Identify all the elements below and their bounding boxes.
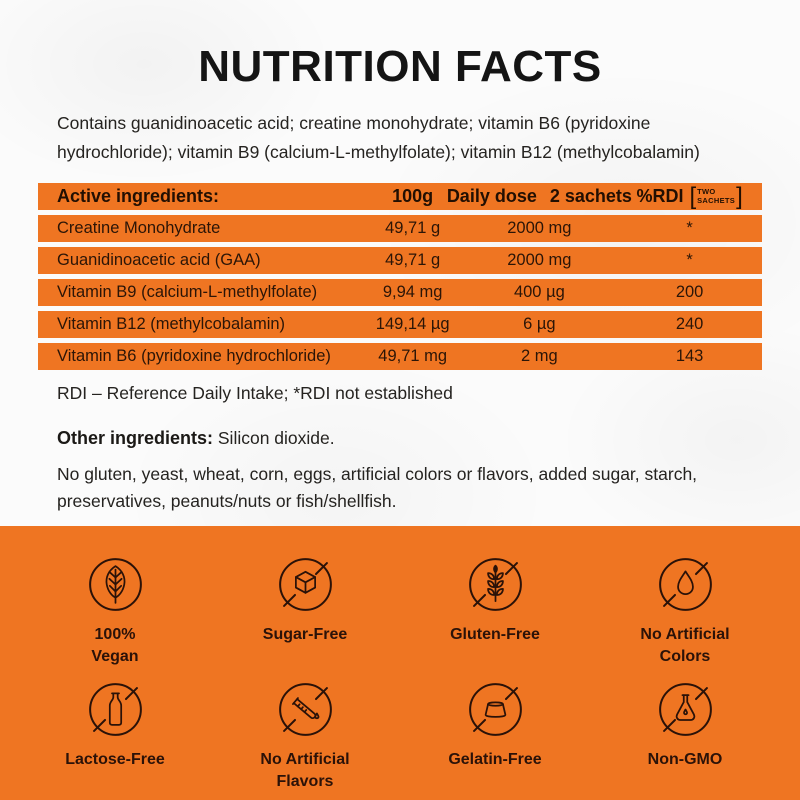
ingredient-daily-dose: 400 µg <box>513 283 565 302</box>
ingredient-daily-dose: 2000 mg <box>507 251 572 270</box>
active-ingredients-table: Active ingredients: 100g Daily dose 2 sa… <box>38 182 762 371</box>
badge-sugar-free: Sugar-Free <box>210 553 400 668</box>
ingredient-per-100g: 49,71 mg <box>378 347 448 366</box>
ingredient-rdi: 143 <box>675 347 704 366</box>
badge-label: No Artificial Flavors <box>260 751 350 790</box>
ingredient-name: Guanidinoacetic acid (GAA) <box>57 251 261 270</box>
bracket-text: TWO SACHETS <box>697 187 736 205</box>
ingredient-daily-dose: 6 µg <box>523 315 556 334</box>
ingredient-rdi: 240 <box>675 315 704 334</box>
feature-badge-band: 100% Vegan Sugar-Free <box>0 526 800 800</box>
header-rdi-bracket: [ TWO SACHETS ] <box>689 182 743 210</box>
table-row: Vitamin B9 (calcium-L-methylfolate) 9,94… <box>38 279 762 307</box>
ingredient-daily-dose: 2 mg <box>521 347 558 366</box>
header-daily-dose-label: Daily dose <box>446 186 537 207</box>
ingredient-name: Vitamin B9 (calcium-L-methylfolate) <box>57 283 318 302</box>
ingredient-name: Vitamin B12 (methylcobalamin) <box>57 315 286 334</box>
badge-lactose-free: Lactose-Free <box>20 678 210 793</box>
other-ingredients-label: Other ingredients: <box>57 428 214 449</box>
table-row: Guanidinoacetic acid (GAA) 49,71 g 2000 … <box>38 247 762 275</box>
ingredient-per-100g: 149,14 µg <box>375 315 450 334</box>
ingredient-rdi: 200 <box>675 283 704 302</box>
header-2-sachets-label: 2 sachets <box>549 186 632 207</box>
ingredient-name: Vitamin B6 (pyridoxine hydrochloride) <box>57 347 331 366</box>
header-active-ingredients: Active ingredients: <box>57 186 220 207</box>
badge-label: Sugar-Free <box>262 626 348 643</box>
gelatin-icon <box>468 683 522 736</box>
flask-icon <box>658 683 712 736</box>
badge-label: Gluten-Free <box>450 626 540 643</box>
droplet-icon <box>658 558 712 611</box>
milk-bottle-icon <box>88 683 142 736</box>
bracket-close: ] <box>736 182 743 210</box>
ingredient-per-100g: 49,71 g <box>385 251 441 270</box>
badge-label: No Artificial Colors <box>640 626 730 665</box>
ingredient-name: Creatine Monohydrate <box>57 219 221 238</box>
badge-no-artificial-colors: No Artificial Colors <box>590 553 780 668</box>
other-ingredients-line: Other ingredients: Silicon dioxide. <box>57 428 762 449</box>
header-100g: 100g <box>392 186 434 207</box>
ingredient-per-100g: 49,71 g <box>385 219 441 238</box>
table-row: Creatine Monohydrate 49,71 g 2000 mg * <box>38 215 762 243</box>
contains-statement: Contains guanidinoacetic acid; creatine … <box>57 113 700 162</box>
ingredient-daily-dose: 2000 mg <box>507 219 572 238</box>
ingredient-rdi: * <box>686 219 693 238</box>
page-title: NUTRITION FACTS <box>198 42 602 91</box>
bracket-open: [ <box>689 182 697 210</box>
badges-grid: 100% Vegan Sugar-Free <box>20 526 780 793</box>
badge-vegan: 100% Vegan <box>20 553 210 668</box>
badge-label: 100% Vegan <box>91 626 139 665</box>
badge-no-artificial-flavors: No Artificial Flavors <box>210 678 400 793</box>
header-daily-dose: Daily dose 2 sachets <box>447 186 632 207</box>
table-row: Vitamin B6 (pyridoxine hydrochloride) 49… <box>38 343 762 371</box>
sugar-cube-icon <box>278 558 332 611</box>
badge-label: Lactose-Free <box>65 751 165 768</box>
badge-label: Gelatin-Free <box>448 751 542 768</box>
leaf-icon <box>88 558 142 611</box>
table-row: Vitamin B12 (methylcobalamin) 149,14 µg … <box>38 311 762 339</box>
test-tube-icon <box>278 683 332 736</box>
header-rdi: %RDI [ TWO SACHETS ] <box>617 182 762 210</box>
badge-non-gmo: Non-GMO <box>590 678 780 793</box>
other-ingredients-value: Silicon dioxide. <box>213 428 335 449</box>
badge-label: Non-GMO <box>647 751 723 768</box>
wheat-icon <box>468 558 522 611</box>
badge-gelatin-free: Gelatin-Free <box>400 678 590 793</box>
rdi-footnote: RDI – Reference Daily Intake; *RDI not e… <box>57 383 453 404</box>
table-header-row: Active ingredients: 100g Daily dose 2 sa… <box>38 182 762 211</box>
allergen-statement: No gluten, yeast, wheat, corn, eggs, art… <box>57 464 698 512</box>
ingredient-rdi: * <box>686 251 693 270</box>
header-rdi-label: %RDI <box>636 186 684 207</box>
ingredient-per-100g: 9,94 mg <box>382 283 443 302</box>
badge-gluten-free: Gluten-Free <box>400 553 590 668</box>
